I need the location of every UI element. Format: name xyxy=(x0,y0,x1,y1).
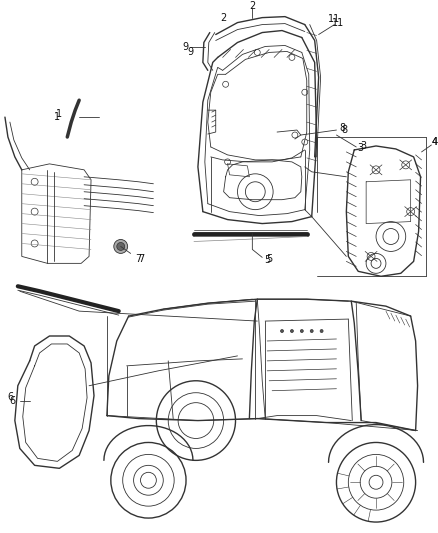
Text: 4: 4 xyxy=(431,137,438,147)
Text: 1: 1 xyxy=(57,109,63,119)
Text: 11: 11 xyxy=(332,18,345,28)
Text: 5: 5 xyxy=(264,255,270,265)
Text: 1: 1 xyxy=(54,112,60,122)
Text: 2: 2 xyxy=(249,1,255,11)
Text: 5: 5 xyxy=(266,254,272,264)
Text: 11: 11 xyxy=(328,14,341,23)
Text: 3: 3 xyxy=(360,141,366,151)
Circle shape xyxy=(310,329,313,333)
Text: 7: 7 xyxy=(135,254,141,264)
Circle shape xyxy=(280,329,283,333)
Text: 8: 8 xyxy=(341,125,347,135)
Text: 2: 2 xyxy=(220,13,227,22)
Circle shape xyxy=(114,239,127,253)
Text: 6: 6 xyxy=(8,392,14,402)
Text: 4: 4 xyxy=(431,137,438,147)
Circle shape xyxy=(290,329,293,333)
Circle shape xyxy=(320,329,323,333)
Text: 7: 7 xyxy=(138,254,145,264)
Text: 9: 9 xyxy=(187,47,193,58)
Circle shape xyxy=(117,243,125,251)
Text: 8: 8 xyxy=(339,123,346,133)
Circle shape xyxy=(300,329,303,333)
Text: 9: 9 xyxy=(182,43,188,52)
Text: 6: 6 xyxy=(10,395,16,406)
Text: 3: 3 xyxy=(357,143,363,153)
